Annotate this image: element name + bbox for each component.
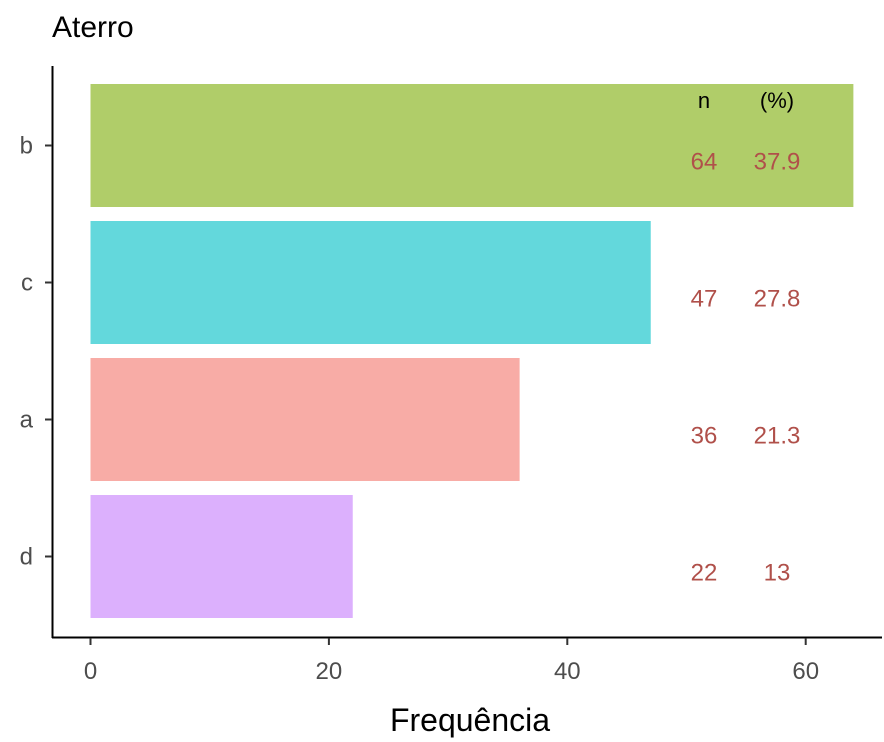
column-header-percent: (%) [760, 88, 794, 113]
data-label-percent-b: 37.9 [754, 149, 801, 176]
y-tick-label-c: c [21, 270, 33, 297]
y-tick-label-b: b [20, 133, 33, 160]
data-label-percent-d: 13 [764, 560, 791, 587]
x-axis-title: Frequência [390, 702, 550, 738]
x-axis-ticks: 0 20 40 60 [84, 638, 819, 685]
y-tick-label-d: d [20, 544, 33, 571]
bar-b [90, 84, 854, 207]
data-label-percent-a: 21.3 [754, 423, 801, 450]
bar-c [90, 221, 651, 344]
chart-title: Aterro [52, 11, 134, 44]
data-label-n-b: 64 [691, 149, 718, 176]
x-tick-label-0: 0 [84, 658, 97, 685]
x-tick-label-60: 60 [792, 658, 819, 685]
bars-layer [90, 84, 854, 618]
bar-d [90, 495, 353, 618]
data-label-n-c: 47 [691, 286, 718, 313]
column-header-n: n [698, 88, 710, 113]
data-labels-layer: 64 37.9 47 27.8 36 21.3 22 13 [691, 149, 801, 587]
x-tick-label-40: 40 [554, 658, 581, 685]
x-tick-label-20: 20 [316, 658, 343, 685]
y-axis-ticks: b c a d [20, 133, 52, 571]
data-label-n-d: 22 [691, 560, 718, 587]
bar-a [90, 358, 520, 481]
data-label-n-a: 36 [691, 423, 718, 450]
data-label-percent-c: 27.8 [754, 286, 801, 313]
y-tick-label-a: a [20, 407, 34, 434]
